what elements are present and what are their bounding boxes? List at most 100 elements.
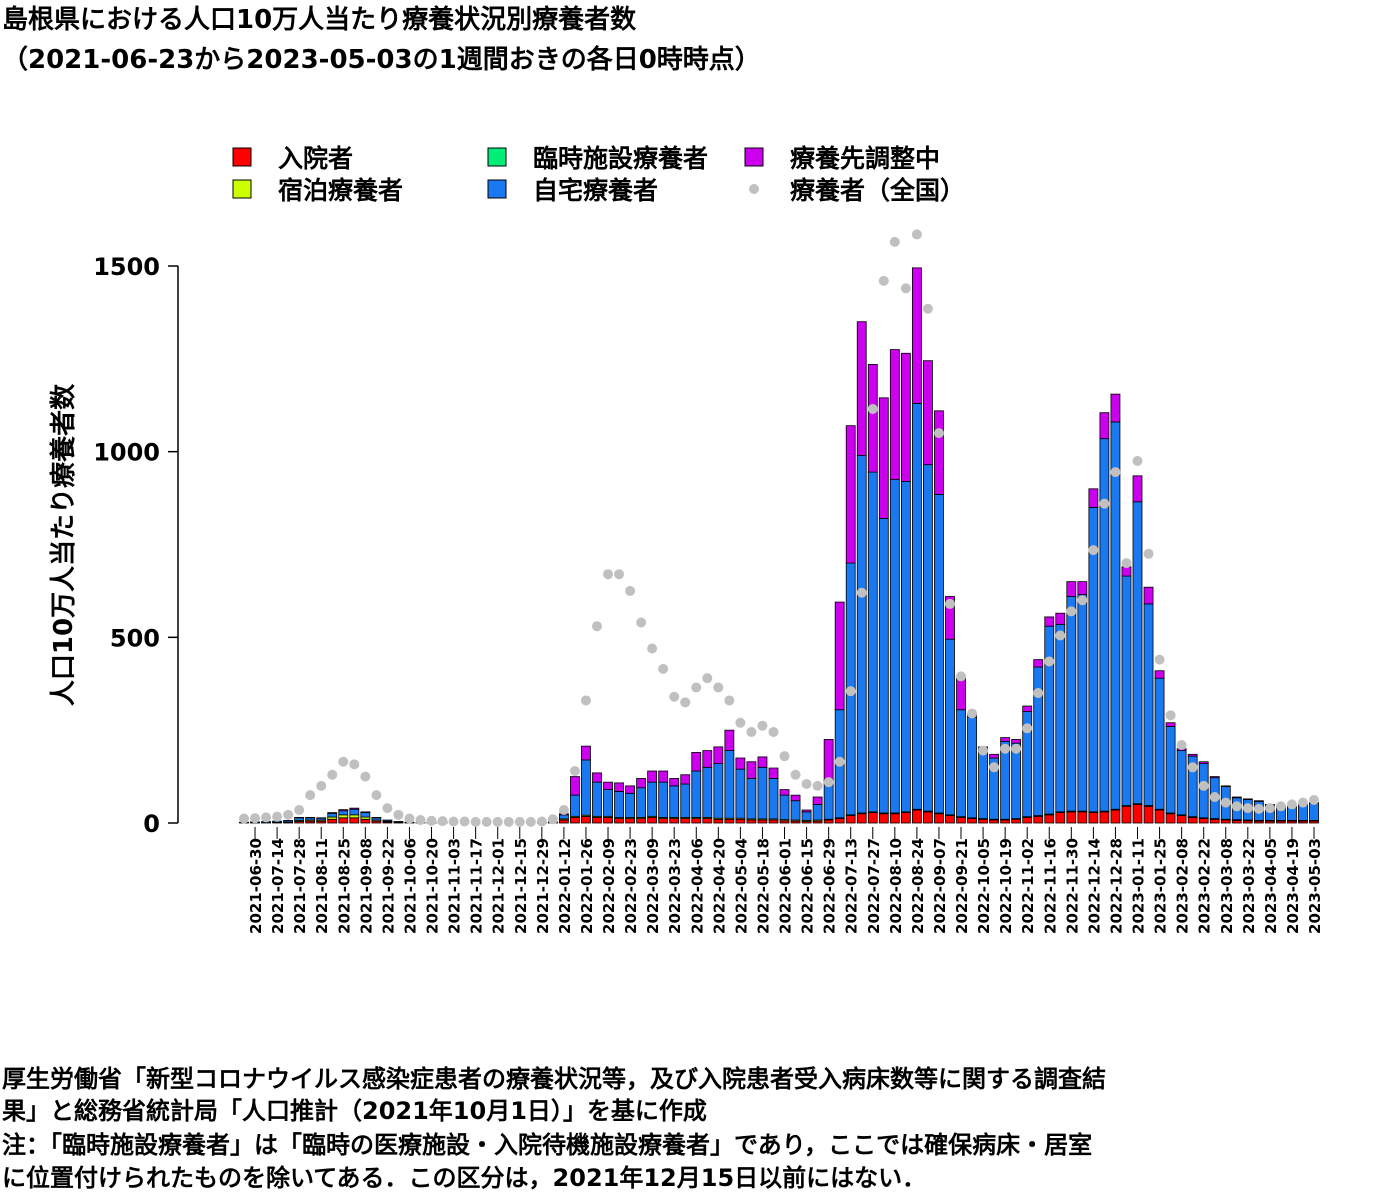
bar-segment xyxy=(1000,819,1011,824)
bar-segment xyxy=(1011,742,1022,819)
bar-segment xyxy=(956,677,966,711)
bar-segment xyxy=(967,716,977,819)
note: 果」と総務省統計局「人口推計（2021年10月1日）」を基に作成 xyxy=(2,1097,707,1125)
x-tick-label: 2023-04-19 xyxy=(1284,838,1302,934)
bar-segment xyxy=(338,810,349,816)
point xyxy=(316,780,327,791)
point xyxy=(294,805,305,816)
bar-segment xyxy=(989,753,1000,759)
point xyxy=(867,403,878,414)
point xyxy=(349,759,360,770)
bar-segment xyxy=(779,789,790,796)
bar-segment xyxy=(845,425,856,564)
bar-segment xyxy=(614,818,624,824)
point xyxy=(1088,545,1099,556)
bar-segment xyxy=(945,596,955,640)
point xyxy=(856,587,867,598)
bar-segment xyxy=(757,819,768,824)
point xyxy=(779,751,790,762)
x-tick-label: 2022-09-21 xyxy=(953,838,971,934)
bar-segment xyxy=(382,819,393,822)
bar-segment xyxy=(680,783,691,818)
x-tick-label: 2022-08-24 xyxy=(909,838,927,934)
bar-segment xyxy=(735,818,746,824)
point xyxy=(1011,743,1022,754)
point xyxy=(625,585,636,596)
bar-segment xyxy=(713,746,724,764)
bar-segment xyxy=(592,781,602,817)
x-tick-label: 2022-03-09 xyxy=(644,838,662,934)
bar-segment xyxy=(1033,659,1044,668)
bar-segment xyxy=(1099,811,1110,824)
point xyxy=(415,815,426,826)
bar-segment xyxy=(867,471,878,813)
bar-segment xyxy=(1121,566,1132,577)
point xyxy=(845,686,856,697)
bar-segment xyxy=(735,768,746,819)
point xyxy=(1055,630,1066,641)
point xyxy=(492,816,503,827)
bar-segment xyxy=(1110,421,1121,810)
x-tick-label: 2021-06-30 xyxy=(247,838,265,934)
bar-segment xyxy=(1143,805,1154,824)
x-tick-label: 2022-03-23 xyxy=(666,838,684,934)
bar-segment xyxy=(1099,438,1110,812)
x-tick-label: 2023-01-25 xyxy=(1152,838,1170,934)
bar-segment xyxy=(1154,809,1165,824)
x-tick-label: 2022-11-16 xyxy=(1041,838,1059,934)
bar-segment xyxy=(746,761,757,779)
bar-segment xyxy=(768,819,779,824)
bar-segment xyxy=(338,814,349,819)
bar-segment xyxy=(1198,818,1209,824)
bar-segment xyxy=(978,818,988,824)
point xyxy=(569,766,580,777)
note: 厚生労働省「新型コロナウイルス感染症患者の療養状況等，及び入院患者受入病床数等に… xyxy=(2,1065,1106,1093)
bar-segment xyxy=(1187,817,1198,824)
bar-segment xyxy=(1132,475,1143,503)
bar-segment xyxy=(956,817,966,824)
bar-segment xyxy=(1055,612,1066,625)
x-tick-label: 2022-07-27 xyxy=(865,838,883,934)
bar-segment xyxy=(867,812,878,824)
bar-segment xyxy=(900,352,911,482)
note: に位置付けられたものを除いてある．この区分は，2021年12月15日以前にはない… xyxy=(2,1164,926,1192)
legend-label: 療養先調整中 xyxy=(790,144,940,173)
point xyxy=(437,816,448,827)
bar-segment xyxy=(393,821,404,823)
point xyxy=(1000,743,1011,754)
bar-segment xyxy=(1132,501,1143,805)
point xyxy=(680,697,691,708)
bar-segment xyxy=(1055,812,1066,824)
bar-segment xyxy=(934,813,944,824)
bar-segment xyxy=(967,818,977,824)
bar-segment xyxy=(724,750,735,819)
point xyxy=(283,809,294,820)
point xyxy=(426,815,437,826)
x-tick-label: 2021-07-14 xyxy=(269,838,287,934)
bar-segment xyxy=(702,818,713,824)
bar-segment xyxy=(570,794,580,817)
bar-segment xyxy=(1044,814,1055,824)
bar-segment xyxy=(1077,594,1088,812)
bar-segment xyxy=(1099,412,1110,440)
point xyxy=(900,283,911,294)
point xyxy=(823,777,834,788)
x-tick-label: 2021-12-29 xyxy=(534,838,552,934)
x-tick-label: 2022-12-28 xyxy=(1107,838,1125,934)
bar-segment xyxy=(911,809,922,824)
note: 注：「臨時施設療養者」は「臨時の医療施設・入院待機施設療養者」であり，ここでは確… xyxy=(2,1131,1092,1159)
bar-segment xyxy=(1209,776,1220,779)
bar-segment xyxy=(790,794,801,802)
bar-segment xyxy=(978,750,988,819)
bar-segment xyxy=(327,812,338,818)
point xyxy=(327,769,338,780)
point xyxy=(768,727,779,738)
point xyxy=(812,780,823,791)
bar-segment xyxy=(647,817,658,824)
bar-segment xyxy=(360,812,371,818)
bar-segment xyxy=(1165,722,1176,727)
point xyxy=(1198,780,1209,791)
bar-segment xyxy=(338,817,349,824)
point xyxy=(702,673,713,684)
bar-segment xyxy=(625,785,635,794)
